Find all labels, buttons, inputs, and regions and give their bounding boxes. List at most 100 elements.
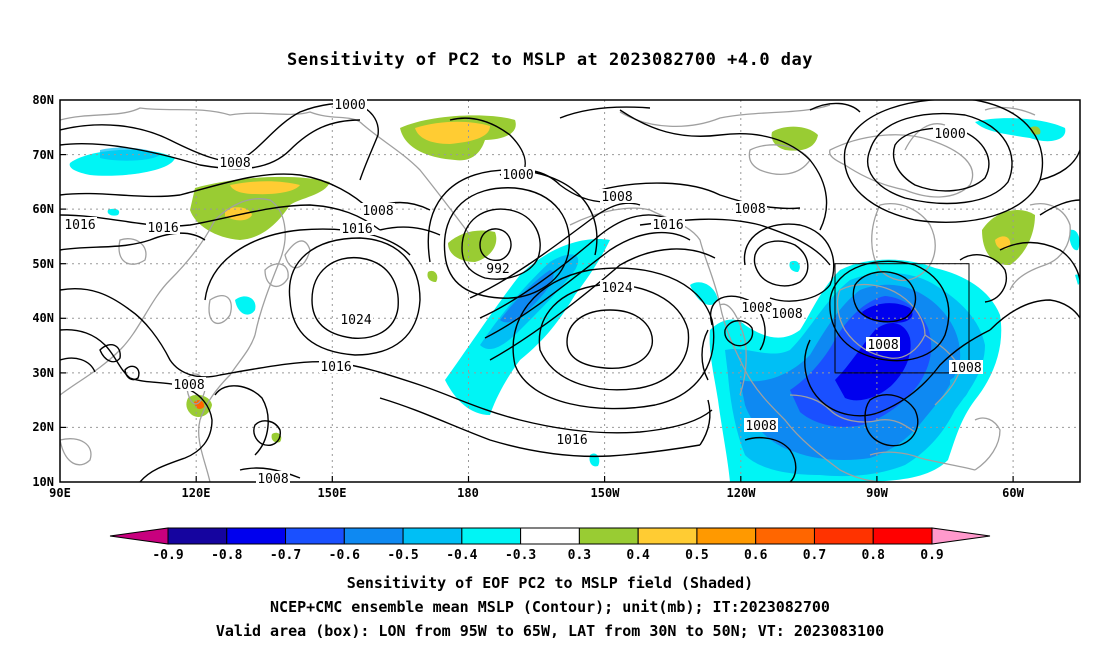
contour-label: 1008 [734,202,765,217]
contour-label-bg [339,312,373,326]
contour-label-bg [218,155,252,169]
contour-label-bg [146,220,180,234]
contour-label: 1000 [334,98,365,113]
contour-label: 1008 [771,307,802,322]
contour-label-bg [501,167,535,181]
colorbar-label: 0.6 [744,548,768,563]
contour-label: 1016 [64,218,95,233]
contour-label: 1016 [556,433,587,448]
contour-label: 1016 [341,222,372,237]
contour-label: 992 [486,262,509,277]
lat-label: 60N [32,202,54,216]
contour-label-bg [744,418,778,432]
contour-label-bg [256,471,290,485]
contour-label: 1008 [950,361,981,376]
lon-label: 120W [727,486,757,500]
lat-label: 30N [32,366,54,380]
caption-contour: NCEP+CMC ensemble mean MSLP (Contour); u… [270,598,830,616]
lat-label: 20N [32,420,54,434]
contour-label-bg [319,359,353,373]
contour-label: 1008 [745,419,776,434]
valid-area-box [834,263,970,374]
positive-sensitivity-shading [186,115,1041,443]
contour-label-bg [340,221,374,235]
contour-label: 1016 [320,360,351,375]
contour-label-bg [949,360,983,374]
figure-title: Sensitivity of PC2 to MSLP at 2023082700… [286,50,813,70]
contour-label-bg [600,189,634,203]
contour-label: 1016 [147,221,178,236]
longitude-labels: 90E 120E 150E 180 150W 120W 90W 60W [49,486,1024,500]
colorbar-high-triangle [931,527,991,545]
colorbar-label: 0.8 [861,548,885,563]
contour-label-bg [600,280,634,294]
mslp-contours [60,100,1080,482]
lon-label: 60W [1002,486,1024,500]
contour-label: 1000 [502,168,533,183]
colorbar-label: -0.3 [505,548,536,563]
contour-label: 1008 [173,378,204,393]
colorbar-label: 0.7 [803,548,826,563]
contour-label-bg [485,261,511,275]
contour-label: 1008 [219,156,250,171]
colorbar-cell [813,527,874,545]
lat-label: 40N [32,311,54,325]
contour-label-bg [770,306,804,320]
contour-label: 1000 [934,127,965,142]
lat-label: 70N [32,148,54,162]
contour-label-bg [555,432,589,446]
colorbar-label: 0.5 [685,548,708,563]
contour-label: 1016 [652,218,683,233]
colorbar-cell [167,527,228,545]
colorbar-label: -0.4 [446,548,477,563]
colorbar-cell [872,527,933,545]
colorbar-cell [696,527,757,545]
contour-label: 1008 [362,204,393,219]
colorbar-cell [755,527,815,545]
contour-label: 1008 [257,472,288,487]
map-border [59,99,1081,483]
colorbar-label: 0.4 [626,548,650,563]
lat-label: 10N [32,475,54,489]
colorbar-cell [578,527,639,545]
contour-label-bg [651,217,685,231]
contour-label: 1008 [601,190,632,205]
caption-shading: Sensitivity of EOF PC2 to MSLP field (Sh… [346,574,754,592]
lon-label: 180 [457,486,479,500]
colorbar-label: 0.9 [920,548,943,563]
contour-label-bg [63,217,97,231]
lon-label: 150W [591,486,621,500]
lon-label: 90W [866,486,888,500]
colorbar-label: -0.9 [152,548,183,563]
colorbar-label: 0.3 [568,548,591,563]
colorbar-cell [461,527,522,545]
contour-label-bg [933,126,967,140]
colorbar-label: -0.6 [329,548,360,563]
lon-label: 90E [49,486,71,500]
colorbar-label: -0.8 [211,548,242,563]
lon-label: 150E [318,486,347,500]
colorbar-cell [402,527,463,545]
contour-label-bg [733,201,767,215]
colorbar-cell [285,527,345,545]
contour-label-bg [740,300,774,314]
contour-labels: 1000 1008 1000 1008 1000 1016 1016 1008 1016 1008… [63,97,983,487]
colorbar-label: -0.5 [387,548,418,563]
lat-label: 50N [32,257,54,271]
colorbar: -0.9 -0.8 -0.7 -0.6 -0.5 -0.4 -0.3 0.3 0.4 0.5 0.6… [109,527,991,563]
lat-label: 80N [32,93,54,107]
contour-label-bg [172,377,206,391]
colorbar-cell [637,527,698,545]
contour-label-bg [866,337,900,351]
contour-label: 1008 [867,338,898,353]
contour-label-bg [361,203,395,217]
colorbar-cell [343,527,404,545]
colorbar-cell [226,527,287,545]
colorbar-label: -0.7 [270,548,301,563]
negative-sensitivity-shading [69,118,1080,482]
caption-valid-area: Valid area (box): LON from 95W to 65W, L… [215,622,885,640]
contour-label: 1024 [340,313,371,328]
contour-label: 1008 [741,301,772,316]
contour-label-bg [333,97,367,111]
